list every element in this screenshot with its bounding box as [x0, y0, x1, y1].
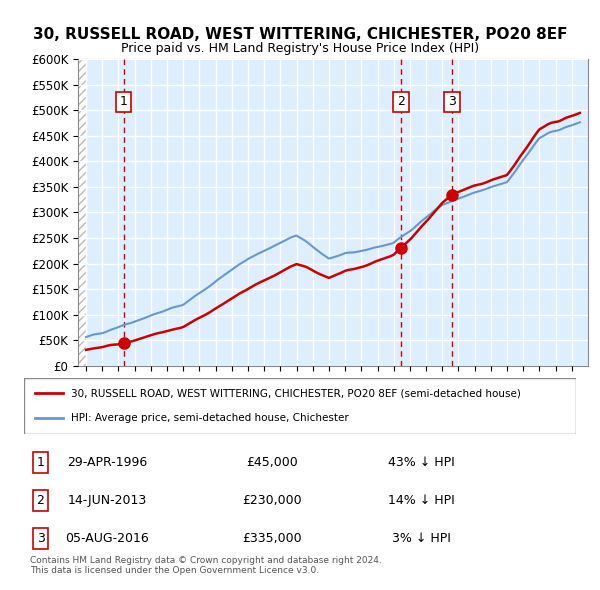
- Text: £335,000: £335,000: [242, 532, 302, 545]
- Text: 3: 3: [448, 96, 456, 109]
- Text: 05-AUG-2016: 05-AUG-2016: [65, 532, 149, 545]
- Text: 14% ↓ HPI: 14% ↓ HPI: [388, 494, 455, 507]
- Polygon shape: [78, 59, 86, 366]
- Text: Price paid vs. HM Land Registry's House Price Index (HPI): Price paid vs. HM Land Registry's House …: [121, 42, 479, 55]
- Text: 14-JUN-2013: 14-JUN-2013: [67, 494, 146, 507]
- Text: 2: 2: [397, 96, 405, 109]
- Text: 1: 1: [37, 456, 44, 469]
- Text: 3: 3: [37, 532, 44, 545]
- Text: Contains HM Land Registry data © Crown copyright and database right 2024.
This d: Contains HM Land Registry data © Crown c…: [30, 556, 382, 575]
- Text: 29-APR-1996: 29-APR-1996: [67, 456, 147, 469]
- Text: 2: 2: [37, 494, 44, 507]
- Text: 3% ↓ HPI: 3% ↓ HPI: [392, 532, 451, 545]
- Text: 1: 1: [120, 96, 128, 109]
- Text: 43% ↓ HPI: 43% ↓ HPI: [388, 456, 455, 469]
- Text: 30, RUSSELL ROAD, WEST WITTERING, CHICHESTER, PO20 8EF: 30, RUSSELL ROAD, WEST WITTERING, CHICHE…: [33, 27, 567, 41]
- Text: 30, RUSSELL ROAD, WEST WITTERING, CHICHESTER, PO20 8EF (semi-detached house): 30, RUSSELL ROAD, WEST WITTERING, CHICHE…: [71, 388, 521, 398]
- Text: £230,000: £230,000: [242, 494, 302, 507]
- Text: HPI: Average price, semi-detached house, Chichester: HPI: Average price, semi-detached house,…: [71, 413, 349, 423]
- Text: £45,000: £45,000: [247, 456, 298, 469]
- FancyBboxPatch shape: [24, 378, 576, 434]
